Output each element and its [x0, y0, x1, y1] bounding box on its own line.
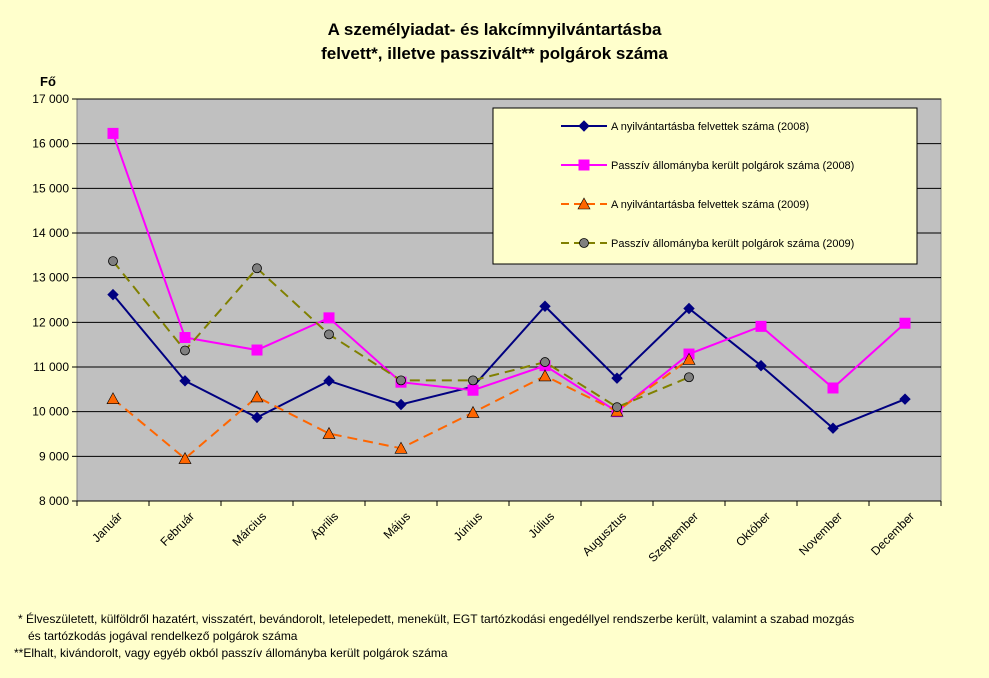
series-line-1: [112, 293, 906, 430]
y-tick-label: 8 000: [39, 494, 69, 508]
series-4-point: [396, 375, 406, 386]
series-1-point: [395, 398, 407, 411]
series-1-point: [539, 300, 551, 312]
x-tick-label: Január: [89, 509, 125, 545]
series-4-point: [684, 372, 694, 383]
series-4-point: [540, 357, 550, 367]
series-2-point: [467, 384, 479, 396]
series-3-point: [106, 392, 120, 405]
series-4-point: [612, 402, 622, 413]
x-tick-label: Március: [230, 509, 270, 549]
series-3-point: [466, 405, 480, 418]
x-tick-label: Május: [381, 509, 414, 542]
chart-title-line2: felvett*, illetve passzivált** polgárok …: [321, 44, 668, 63]
y-tick-label: 15 000: [32, 181, 69, 195]
series-1-point: [683, 302, 695, 315]
y-tick-label: 13 000: [32, 271, 69, 285]
x-tick-label: November: [796, 509, 845, 558]
y-tick-label: 10 000: [32, 405, 69, 419]
series-1-point: [107, 288, 119, 301]
series-2-point: [251, 344, 263, 356]
series-3-point: [538, 369, 552, 382]
y-tick-label: 12 000: [32, 315, 69, 329]
legend-label-1: A nyilvántartásba felvettek száma (2008): [611, 121, 809, 133]
x-tick-label: Július: [526, 509, 558, 541]
legend-label-4: Passzív állományba került polgárok száma…: [611, 238, 854, 250]
series-2-point: [179, 332, 191, 344]
series-4-point: [252, 263, 262, 274]
y-tick-label: 14 000: [32, 226, 69, 240]
y-tick-label: 11 000: [33, 360, 69, 374]
series-line-2: [112, 133, 906, 413]
series-4-point: [324, 329, 334, 340]
legend-label-3: A nyilvántartásba felvettek száma (2009): [611, 199, 809, 211]
series-1-point: [179, 375, 191, 387]
legend-marker-3: [577, 197, 591, 210]
legend-label-2: Passzív állományba került polgárok száma…: [611, 160, 854, 172]
y-tick-label: 9 000: [39, 449, 69, 463]
x-tick-label: Február: [158, 509, 198, 549]
series-1-point: [323, 375, 335, 387]
footnote-1-continued: és tartózkodás jogával rendelkező polgár…: [28, 629, 298, 643]
x-tick-label: Augusztus: [580, 509, 630, 559]
series-1-point: [611, 372, 623, 384]
y-tick-label: 16 000: [32, 137, 69, 151]
series-2-point: [755, 320, 767, 332]
x-tick-label: Június: [451, 509, 485, 543]
series-2-point: [899, 317, 911, 329]
footnote-2: **Elhalt, kivándorolt, vagy egyéb okból …: [14, 646, 448, 660]
legend-marker-1: [578, 120, 590, 132]
series-2-point: [827, 382, 839, 394]
y-axis-label: Fő: [40, 74, 56, 89]
legend-box: [492, 107, 918, 265]
series-1-point: [251, 411, 263, 424]
series-3-point: [394, 441, 408, 454]
legend-marker-2: [578, 159, 590, 171]
series-1-point: [899, 393, 911, 405]
series-3-point: [682, 352, 696, 365]
x-tick-label: December: [868, 509, 917, 558]
x-tick-label: Április: [307, 509, 341, 543]
series-3-point: [250, 390, 264, 403]
y-tick-label: 17 000: [32, 92, 69, 106]
series-4-point: [108, 256, 118, 267]
x-tick-label: Október: [733, 509, 773, 549]
series-1-point: [755, 359, 767, 372]
series-2-point: [107, 127, 119, 139]
series-4-point: [180, 345, 190, 356]
series-2-point: [323, 312, 335, 324]
chart-title-line1: A személyiadat- és lakcímnyilvántartásba: [327, 20, 662, 39]
series-4-point: [468, 375, 478, 386]
legend-marker-4: [579, 238, 589, 248]
footnote-1: * Élveszületett, külföldről hazatért, vi…: [18, 612, 855, 626]
series-3-point: [322, 426, 336, 439]
series-3-point: [178, 451, 192, 464]
x-tick-label: Szeptember: [645, 509, 701, 565]
series-1-point: [827, 422, 839, 434]
